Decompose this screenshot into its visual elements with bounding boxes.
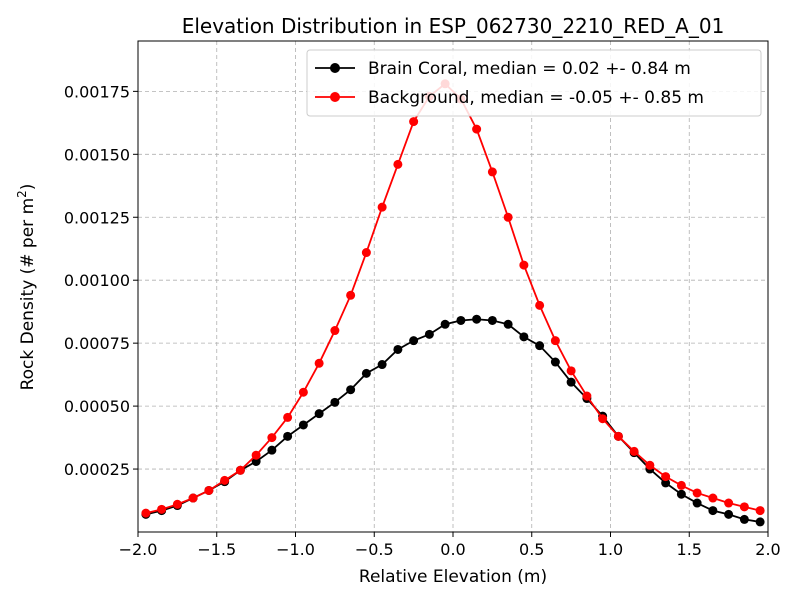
data-point (220, 475, 230, 485)
data-point (330, 326, 340, 336)
data-point (283, 412, 293, 422)
data-point (472, 314, 482, 324)
y-tick-label: 0.00150 (64, 145, 130, 164)
legend-marker-background (330, 92, 340, 102)
data-point (535, 341, 545, 351)
data-point (598, 414, 608, 424)
data-point (456, 315, 466, 325)
legend-marker-brain-coral (330, 63, 340, 73)
legend-box (306, 49, 762, 117)
data-point (519, 260, 529, 270)
data-point (314, 358, 324, 368)
data-point (251, 457, 261, 466)
data-point (377, 360, 387, 370)
y-tick-label: 0.00175 (64, 82, 130, 101)
data-point (724, 498, 734, 508)
data-point (661, 472, 671, 482)
chart-title: Elevation Distribution in ESP_062730_221… (182, 14, 725, 38)
x-tick-label: 2.0 (755, 540, 780, 559)
data-point (393, 159, 403, 169)
x-tick-label: 0.5 (519, 540, 544, 559)
x-tick-label: −2.0 (119, 540, 158, 559)
data-point (204, 485, 214, 495)
data-point (739, 514, 749, 524)
data-point (755, 517, 765, 527)
data-point (361, 368, 371, 378)
x-tick-label: −1.5 (197, 540, 236, 559)
data-point (361, 248, 371, 258)
data-point (424, 329, 434, 339)
y-axis-label-end: ) (18, 184, 38, 191)
data-point (676, 480, 686, 490)
data-point (613, 431, 623, 441)
data-point (346, 290, 356, 300)
x-tick-label: −1.0 (276, 540, 315, 559)
data-point (708, 493, 718, 503)
legend-label-background: Background, median = -0.05 +- 0.85 m (368, 88, 704, 108)
data-point (661, 478, 671, 488)
data-point (550, 336, 560, 346)
data-point (487, 315, 497, 325)
x-ticks: −2.0 −1.5 −1.0 −0.5 0.0 0.5 1.0 1.5 2.0 (119, 532, 781, 559)
data-point (283, 431, 293, 441)
y-tick-label: 0.00050 (64, 397, 130, 416)
y-tick-label: 0.00025 (64, 460, 130, 479)
data-point (629, 446, 639, 456)
data-point (676, 489, 686, 499)
data-point (298, 420, 308, 430)
data-point (708, 506, 718, 516)
y-axis-label: Rock Density (# per m2) (15, 184, 38, 391)
data-point (141, 508, 151, 518)
data-point (503, 319, 513, 329)
data-point (582, 391, 592, 401)
data-point (566, 377, 576, 387)
data-point (440, 319, 450, 329)
series-line-brain-coral (145, 318, 761, 523)
legend: Brain Coral, median = 0.02 +- 0.84 m Bac… (306, 49, 762, 117)
y-tick-label: 0.00125 (64, 208, 130, 227)
data-point (314, 409, 324, 419)
legend-label-brain-coral: Brain Coral, median = 0.02 +- 0.84 m (368, 59, 691, 79)
data-point (377, 202, 387, 212)
data-point (566, 366, 576, 376)
data-point (393, 344, 403, 354)
y-tick-label: 0.00100 (64, 271, 130, 290)
data-point (330, 397, 340, 407)
data-point (724, 509, 734, 519)
y-tick-label: 0.00075 (64, 334, 130, 353)
x-axis-label: Relative Elevation (m) (359, 567, 547, 587)
data-point (346, 385, 356, 395)
data-point (409, 336, 419, 346)
data-point (550, 357, 560, 367)
data-point (503, 212, 513, 222)
data-point (188, 493, 198, 503)
data-point (535, 300, 545, 310)
series-background (141, 79, 765, 518)
data-point (645, 460, 655, 470)
data-point (172, 499, 182, 509)
y-axis-label-main: Rock Density (# per m (18, 198, 38, 391)
data-point (409, 117, 419, 127)
data-point (298, 387, 308, 397)
data-point (472, 124, 482, 134)
data-point (235, 465, 245, 475)
data-point (267, 433, 277, 443)
data-point (251, 450, 261, 460)
data-point (157, 504, 167, 514)
data-point (739, 502, 749, 512)
y-axis-label-superscript: 2 (15, 190, 29, 198)
data-point (755, 506, 765, 516)
y-ticks: 0.00025 0.00050 0.00075 0.00100 0.00125 0.001… (64, 82, 138, 479)
data-point (267, 445, 277, 455)
x-tick-label: 1.5 (677, 540, 702, 559)
x-tick-label: 0.0 (440, 540, 465, 559)
data-point (487, 167, 497, 177)
data-point (692, 498, 702, 508)
data-point (519, 332, 529, 342)
x-tick-label: 1.0 (598, 540, 623, 559)
data-point (692, 488, 702, 498)
x-tick-label: −0.5 (355, 540, 394, 559)
